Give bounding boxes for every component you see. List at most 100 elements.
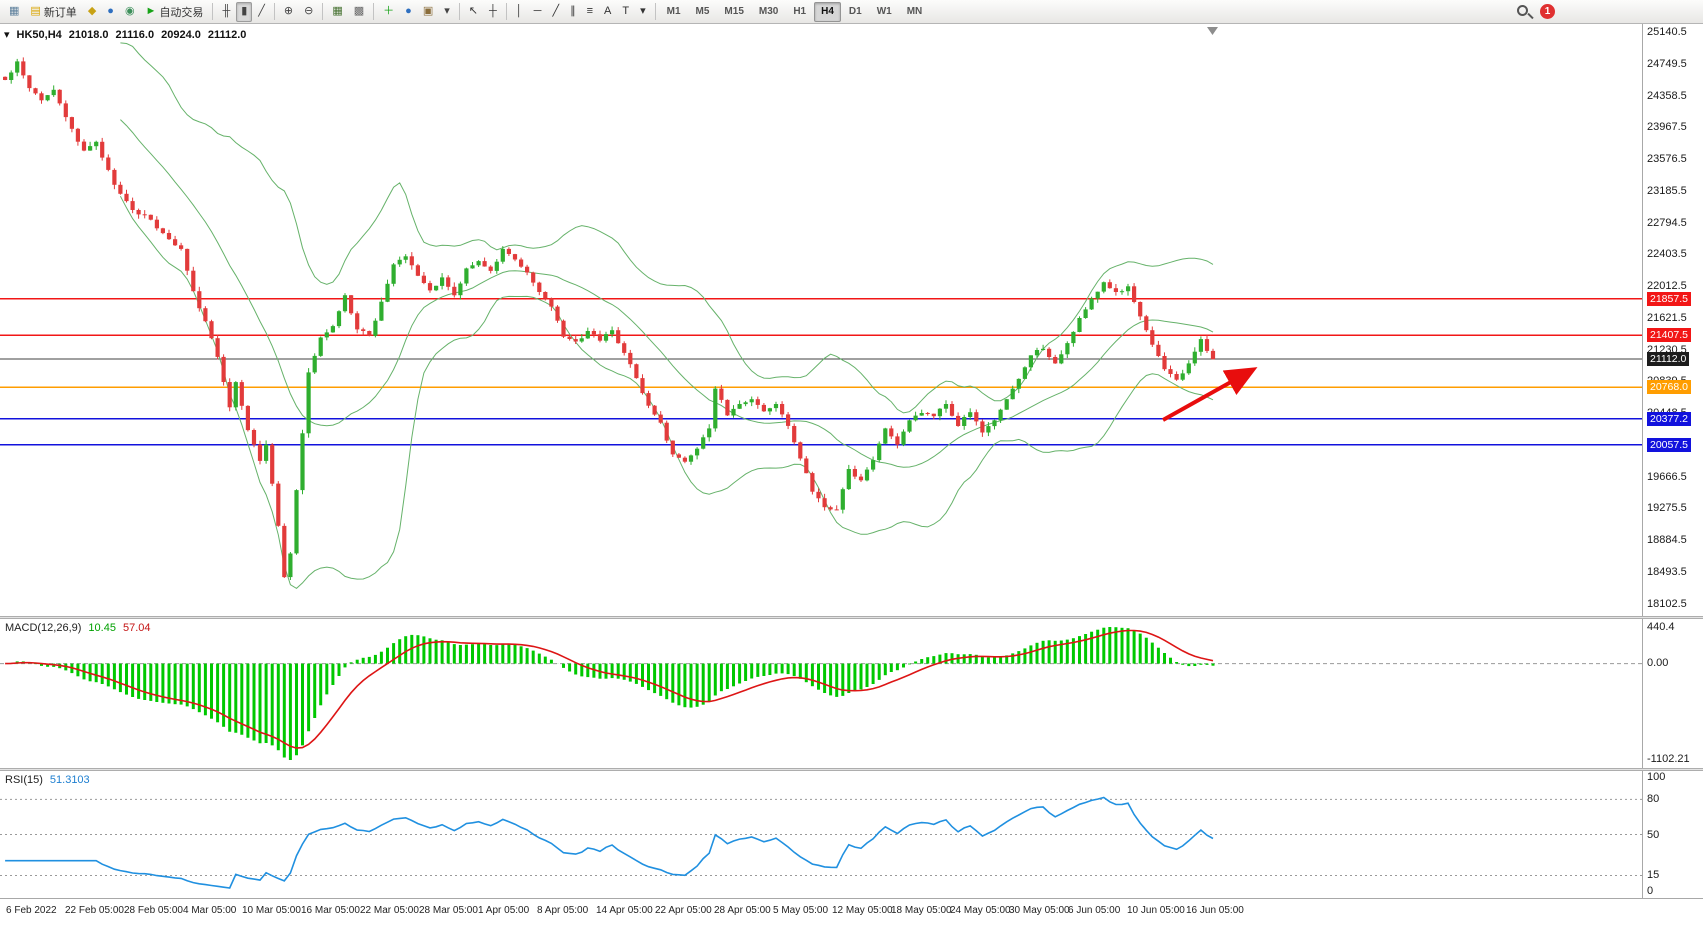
timeframe-mn[interactable]: MN — [906, 6, 923, 17]
time-axis-label: 22 Mar 05:00 — [360, 905, 419, 916]
indicators-button[interactable]: ＋ — [378, 2, 399, 22]
candlestick-chart-button[interactable]: ▮ — [236, 1, 253, 22]
trendline-button[interactable]: ╱ — [547, 2, 564, 22]
data-window-button[interactable]: ● — [102, 2, 119, 22]
rsi-value: 51.3103 — [49, 774, 90, 786]
chart-menu-icon[interactable]: ▾ — [4, 29, 10, 41]
candlestick-icon: ▮ — [241, 5, 248, 17]
macd-indicator-label: MACD(12,26,9) 10.45 57.04 — [5, 622, 150, 634]
line-chart-button[interactable]: ╱ — [253, 2, 270, 22]
chart-ohlc-header: ▾ HK50,H4 21018.0 21116.0 20924.0 21112.… — [4, 28, 247, 42]
price-axis-label: 19275.5 — [1647, 502, 1687, 514]
templates-caret-button[interactable]: ▾ — [439, 2, 455, 22]
horizontal-line-icon: ─ — [533, 5, 542, 17]
zoom-out-icon: ⊖ — [304, 5, 314, 17]
pane-divider-2[interactable] — [0, 768, 1703, 771]
tile-windows-button[interactable]: ▦ — [327, 2, 347, 22]
cursor-button[interactable]: ↖ — [464, 2, 483, 22]
time-axis-label: 28 Feb 05:00 — [124, 905, 183, 916]
shapes-caret-icon: ▾ — [640, 5, 646, 17]
trendline-icon: ╱ — [552, 5, 560, 17]
zoom-in-button[interactable]: ⊕ — [279, 2, 298, 22]
search-handle — [1527, 12, 1534, 20]
ohlc-bars-icon: ╫ — [222, 5, 231, 17]
zoom-out-button[interactable]: ⊖ — [299, 2, 318, 22]
search-lens — [1517, 5, 1528, 16]
macd-main-value: 10.45 — [88, 622, 116, 634]
templates-button[interactable]: ▣ — [418, 2, 438, 22]
low-value: 20924.0 — [161, 28, 201, 41]
market-watch-button[interactable]: ◆ — [83, 2, 101, 22]
autotrading-button[interactable]: ► 自动交易 — [141, 2, 209, 22]
shapes-button[interactable]: ▾ — [635, 2, 651, 22]
periods-button[interactable]: ● — [400, 2, 417, 22]
timeframe-m30[interactable]: M30 — [758, 6, 779, 17]
time-axis-label: 30 May 05:00 — [1009, 905, 1070, 916]
chart-shift-marker[interactable] — [1207, 27, 1218, 35]
bollinger-bands — [119, 42, 1214, 590]
toolbar-separator — [373, 3, 375, 20]
timeframe-m1[interactable]: M1 — [666, 6, 681, 17]
fibonacci-icon: ≡ — [586, 5, 593, 17]
timeframe-h4[interactable]: H4 — [814, 1, 841, 22]
bottom-spacer — [0, 922, 1703, 949]
line-chart-icon: ╱ — [258, 5, 265, 17]
timeframe-w1[interactable]: W1 — [876, 6, 892, 17]
timeframe-h1[interactable]: H1 — [793, 6, 807, 17]
time-axis-label: 8 Apr 05:00 — [537, 905, 589, 916]
rsi-axis-label: 15 — [1647, 869, 1660, 881]
fibonacci-button[interactable]: ≡ — [582, 2, 598, 22]
search-icon[interactable] — [1517, 5, 1534, 21]
channel-button[interactable]: ∥ — [565, 2, 581, 22]
rsi-axis[interactable]: 100 80 50 15 0 — [1642, 771, 1703, 898]
rsi-axis-label: 100 — [1647, 771, 1666, 783]
horizontal-line-button[interactable]: ─ — [529, 2, 547, 22]
trend-arrow-annotation[interactable] — [1162, 367, 1258, 422]
macd-histogram — [9, 627, 1215, 760]
cascade-windows-button[interactable]: ▩ — [349, 2, 369, 22]
price-axis-label: 24749.5 — [1647, 58, 1687, 70]
text-label-button[interactable]: T — [617, 2, 634, 22]
bar-chart-button[interactable]: ╫ — [217, 2, 235, 22]
cascade-windows-icon: ▩ — [353, 5, 365, 17]
data-window-icon: ● — [107, 5, 114, 17]
periods-clock-icon: ● — [405, 5, 412, 17]
time-axis-label: 6 Jun 05:00 — [1068, 905, 1121, 916]
toolbar-separator — [505, 3, 507, 20]
new-order-button[interactable]: ▤ 新订单 — [25, 2, 81, 22]
new-chart-icon: ▦ — [9, 5, 20, 17]
vertical-line-icon: │ — [515, 5, 523, 17]
timeframe-m15[interactable]: M15 — [724, 6, 744, 17]
text-button[interactable]: A — [599, 2, 616, 22]
crosshair-icon: ┼ — [488, 5, 497, 17]
timeframe-m5[interactable]: M5 — [695, 6, 710, 17]
time-axis[interactable]: 6 Feb 2022 22 Feb 05:00 28 Feb 05:00 4 Mar … — [0, 898, 1703, 922]
macd-axis-label: -1102.21 — [1647, 753, 1690, 765]
time-axis-label: 28 Mar 05:00 — [419, 905, 478, 916]
main-toolbar: ▦ ▤ 新订单 ◆ ● ◉ ► 自动交易 ╫ ▮ ╱ ⊕ ⊖ ▦ ▩ ＋ ● ▣ ▾ ↖ ┼ │ ─ ╱ ∥ ≡ A T ▾ M1 M5 M1… — [0, 0, 1703, 24]
macd-axis[interactable]: 440.4 0.00 -1102.21 — [1642, 619, 1703, 768]
zoom-in-icon: ⊕ — [283, 5, 294, 17]
rsi-pane[interactable] — [0, 771, 1642, 898]
price-axis-label: 25140.5 — [1647, 26, 1687, 38]
pane-divider-1[interactable] — [0, 616, 1703, 619]
timeframe-d1[interactable]: D1 — [848, 6, 862, 17]
macd-axis-label: 0.00 — [1647, 657, 1669, 669]
community-globe-icon: ◉ — [124, 5, 135, 17]
community-button[interactable]: ◉ — [120, 2, 140, 22]
toolbar-separator — [654, 3, 656, 20]
price-chart-pane[interactable] — [0, 24, 1642, 616]
macd-pane[interactable] — [0, 619, 1642, 768]
close-value: 21112.0 — [207, 28, 247, 41]
new-order-button-label: 新订单 — [43, 6, 77, 19]
notification-badge[interactable]: 1 — [1540, 4, 1555, 19]
price-axis-label: 22403.5 — [1647, 248, 1687, 260]
time-axis-label: 22 Apr 05:00 — [655, 905, 712, 916]
caret-down-icon: ▾ — [444, 5, 450, 17]
crosshair-button[interactable]: ┼ — [484, 2, 502, 22]
vertical-line-button[interactable]: │ — [511, 2, 528, 22]
new-chart-button[interactable]: ▦ — [4, 2, 24, 22]
price-axis[interactable]: 25140.5 24749.5 24358.5 23967.5 23576.5 23185… — [1642, 24, 1703, 616]
price-level-badge: 21112.0 — [1647, 352, 1690, 366]
